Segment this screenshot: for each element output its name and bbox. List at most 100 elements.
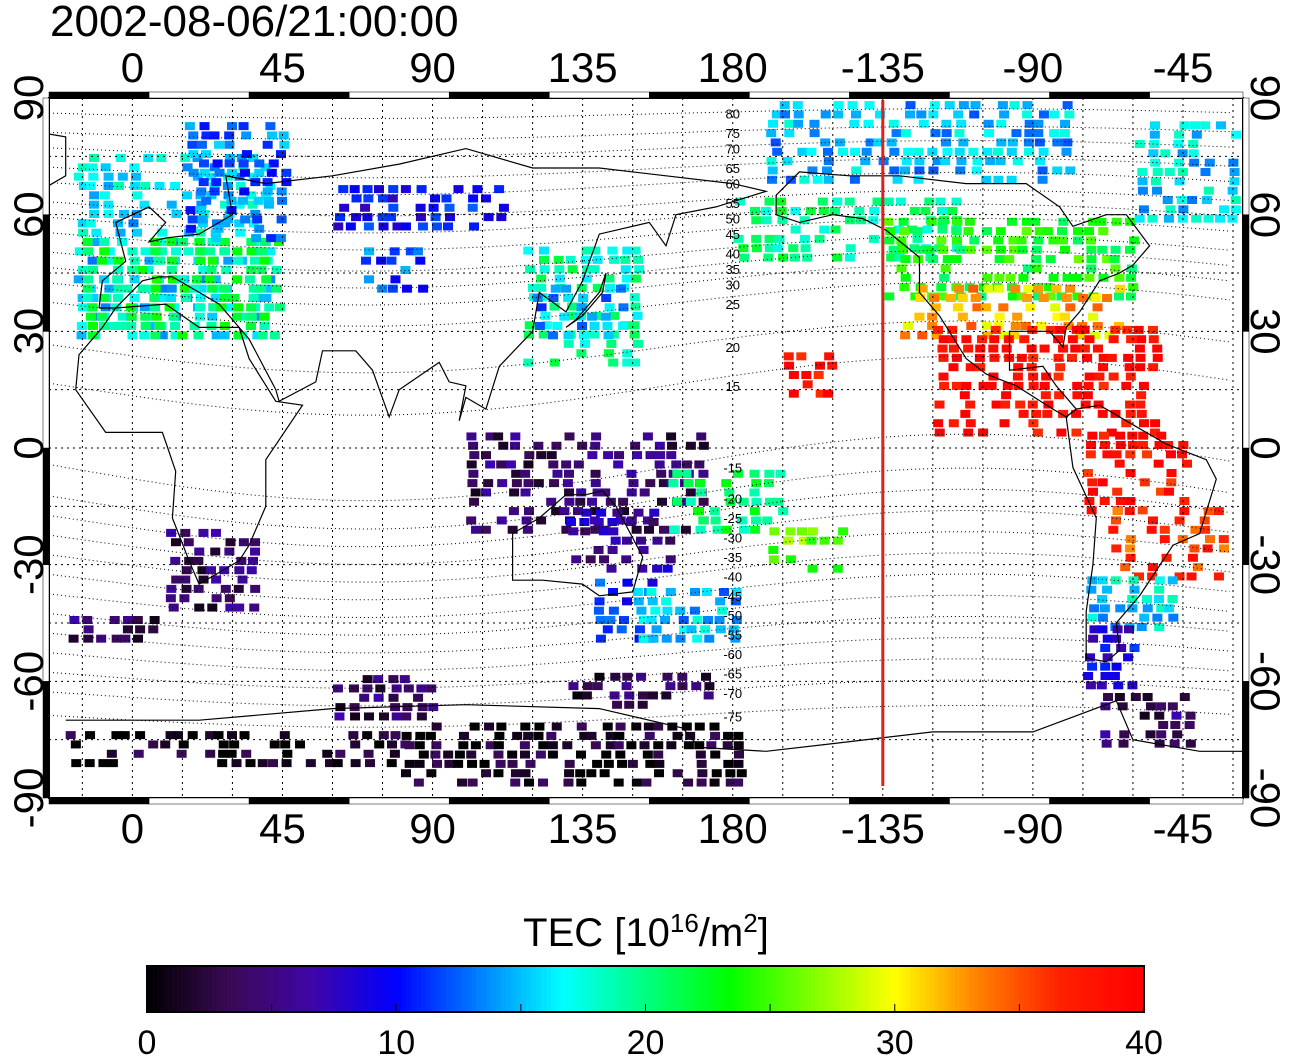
- tec-pixel: [1031, 245, 1042, 254]
- tec-pixel: [481, 769, 492, 778]
- tec-pixel: [861, 147, 872, 156]
- tec-pixel: [1102, 653, 1113, 662]
- tec-pixel: [391, 712, 402, 721]
- tec-pixel: [536, 516, 547, 525]
- tec-pixel: [88, 200, 99, 209]
- tec-pixel: [246, 566, 257, 575]
- tec-pixel: [1005, 273, 1016, 282]
- lat-tick-label-left: 90: [5, 75, 52, 122]
- tec-pixel: [963, 344, 974, 353]
- tec-pixel: [379, 712, 390, 721]
- tec-pixel: [642, 432, 653, 441]
- tec-pixel: [493, 769, 504, 778]
- colorbar-title-main: TEC [10: [523, 911, 670, 955]
- colorbar-segment: [176, 966, 183, 1012]
- tec-pixel: [691, 682, 702, 691]
- tec-pixel: [259, 256, 270, 265]
- colorbar-segment: [695, 966, 701, 1012]
- tec-pixel: [779, 110, 790, 119]
- tec-pixel: [430, 213, 441, 222]
- colorbar-segment: [1084, 966, 1090, 1012]
- bottom-scale-bar: [448, 797, 550, 805]
- colorbar-segment: [431, 966, 437, 1012]
- tec-pixel: [1154, 585, 1165, 594]
- tec-pixel: [562, 479, 573, 488]
- colorbar-segment: [869, 966, 876, 1012]
- tec-pixel: [1093, 400, 1104, 409]
- tec-pixel: [912, 227, 923, 236]
- tec-pixel: [1127, 441, 1138, 449]
- tec-pixel: [994, 284, 1005, 293]
- tec-pixel: [783, 352, 794, 361]
- tec-pixel: [1098, 353, 1109, 362]
- tec-pixel: [644, 731, 655, 740]
- magnetic-lat-contour: [49, 189, 1230, 217]
- tec-pixel: [1058, 344, 1069, 353]
- tec-pixel: [149, 616, 160, 624]
- tec-pixel: [941, 138, 952, 147]
- tec-pixel: [1147, 214, 1158, 223]
- tec-pixel: [254, 224, 265, 233]
- tec-pixel: [496, 460, 507, 469]
- tec-pixel: [170, 556, 181, 565]
- tec-pixel: [763, 253, 774, 262]
- tec-pixel: [970, 294, 981, 302]
- tec-pixel: [234, 172, 245, 181]
- tec-pixel: [694, 460, 705, 469]
- tec-pixel: [1086, 255, 1097, 264]
- colorbar-segment: [834, 966, 841, 1012]
- tec-pixel: [1034, 138, 1045, 147]
- tec-pixel: [724, 488, 735, 497]
- tec-pixel: [960, 409, 971, 418]
- tec-pixel: [241, 131, 252, 140]
- tec-pixel: [1022, 110, 1033, 119]
- tec-pixel: [566, 311, 577, 320]
- tec-pixel: [965, 363, 976, 372]
- tec-pixel: [845, 244, 856, 253]
- tec-pixel: [431, 222, 442, 231]
- tec-pixel: [712, 525, 723, 534]
- tec-pixel: [1099, 604, 1110, 613]
- tec-pixel: [104, 256, 115, 265]
- tec-pixel: [888, 119, 899, 128]
- tec-pixel: [1085, 653, 1096, 662]
- tec-pixel: [496, 722, 507, 731]
- tec-pixel: [776, 206, 787, 215]
- tec-pixel: [927, 147, 938, 156]
- tec-pixel: [73, 172, 84, 181]
- tec-pixel: [710, 731, 721, 740]
- coastline: [75, 303, 304, 585]
- tec-pixel: [210, 275, 221, 284]
- tec-pixel: [918, 119, 929, 128]
- tec-pixel: [430, 194, 441, 203]
- tec-pixel: [211, 234, 222, 243]
- tec-pixel: [1110, 576, 1121, 585]
- tec-pixel: [1134, 214, 1145, 223]
- tec-pixel: [1125, 409, 1136, 418]
- tec-pixel: [608, 358, 619, 367]
- colorbar-segment: [795, 966, 801, 1012]
- tec-pixel: [815, 389, 826, 398]
- tec-pixel: [1022, 264, 1033, 273]
- tec-pixel: [377, 213, 388, 222]
- tec-pixel: [498, 203, 509, 212]
- magnetic-lat-contour: [49, 281, 1230, 327]
- tec-pixel: [714, 616, 725, 624]
- tec-pixel: [1112, 487, 1123, 496]
- tec-pixel: [801, 371, 812, 379]
- tec-pixel: [1135, 353, 1146, 362]
- tec-pixel: [239, 168, 250, 177]
- tec-pixel: [180, 575, 191, 584]
- tec-pixel: [1142, 604, 1153, 613]
- tec-pixel: [939, 273, 950, 282]
- tec-pixel: [546, 451, 557, 460]
- tec-pixel: [952, 236, 963, 245]
- colorbar-segment: [914, 966, 921, 1012]
- tec-pixel: [96, 634, 107, 643]
- colorbar-segment: [411, 966, 417, 1012]
- tec-pixel: [1013, 363, 1024, 372]
- tec-pixel: [1145, 730, 1156, 739]
- colorbar-segment: [1019, 966, 1025, 1012]
- tec-pixel: [1051, 284, 1062, 293]
- tec-pixel: [226, 196, 237, 205]
